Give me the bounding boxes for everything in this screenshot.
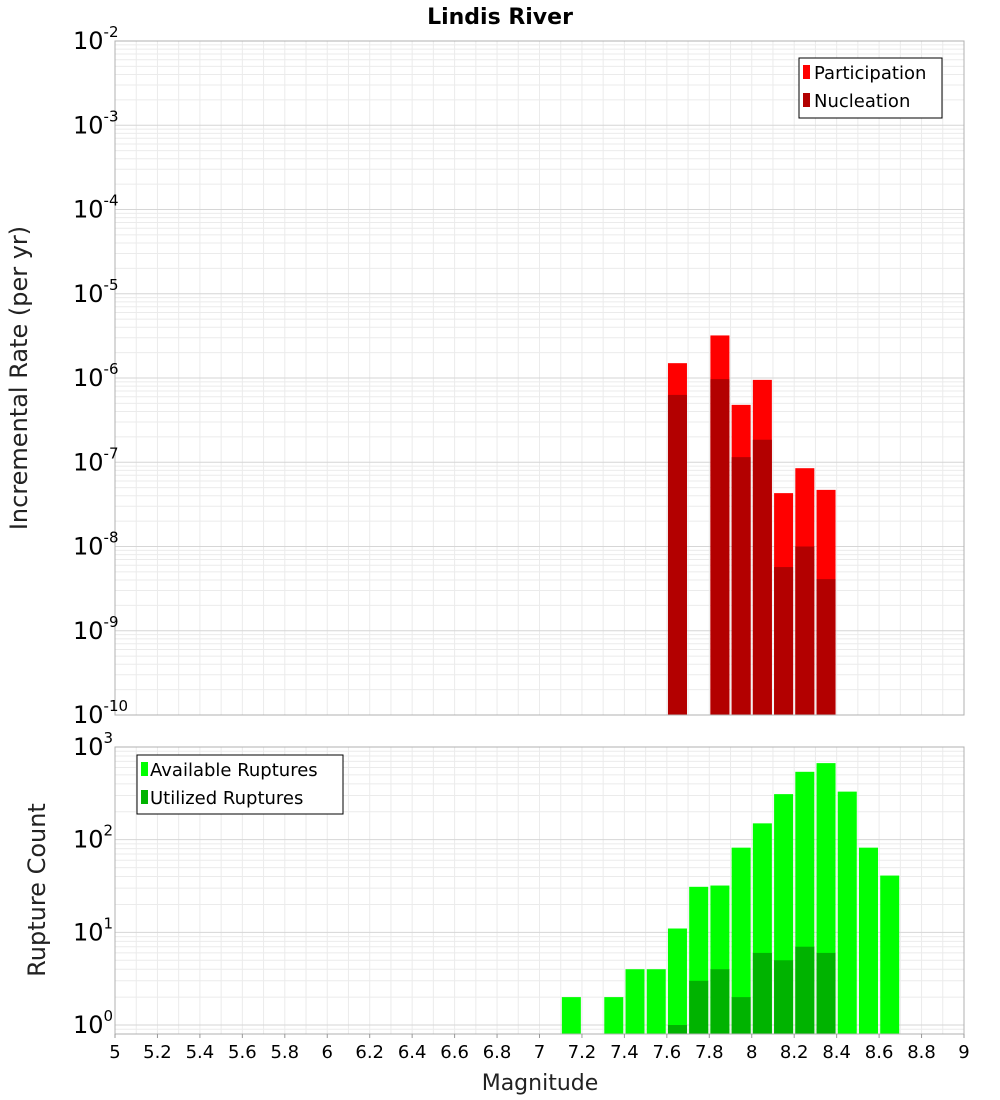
top-bar-nucleation — [816, 579, 836, 715]
y-tick-label: 100 — [73, 1007, 113, 1039]
top-bar-nucleation — [731, 457, 751, 715]
legend-swatch-utilized — [141, 790, 148, 804]
x-tick-label: 8.6 — [865, 1042, 894, 1063]
x-tick-label: 5.2 — [143, 1042, 172, 1063]
x-tick-label: 8.2 — [780, 1042, 809, 1063]
y-tick-label: 10-6 — [73, 360, 119, 392]
x-tick-label: 7.2 — [568, 1042, 597, 1063]
top-plot-bars — [667, 335, 836, 715]
y-tick-label: 10-8 — [73, 529, 119, 561]
bottom-bar-available-ruptures — [561, 997, 581, 1034]
bottom-bar-utilized-ruptures — [689, 980, 709, 1034]
bottom-bar-utilized-ruptures — [816, 952, 836, 1034]
x-tick-label: 5.4 — [186, 1042, 215, 1063]
bottom-bar-utilized-ruptures — [710, 969, 730, 1034]
x-tick-label: 8 — [746, 1042, 757, 1063]
top-bar-nucleation — [752, 439, 772, 715]
bottom-bar-available-ruptures — [667, 928, 687, 1034]
x-tick-label: 7 — [534, 1042, 545, 1063]
legend-swatch-nucleation — [803, 93, 810, 107]
bottom-legend: Available Ruptures Utilized Ruptures — [136, 754, 344, 815]
y-tick-label: 10-10 — [73, 697, 128, 729]
x-tick-label: 6.8 — [483, 1042, 512, 1063]
bottom-bar-available-ruptures — [604, 997, 624, 1034]
bottom-bar-available-ruptures — [646, 969, 666, 1034]
legend-label-utilized: Utilized Ruptures — [150, 788, 303, 809]
bottom-bar-available-ruptures — [837, 791, 857, 1034]
x-tick-label: 6 — [322, 1042, 333, 1063]
bottom-bar-available-ruptures — [858, 847, 878, 1034]
x-ticks: 5 5.2 5.4 5.6 5.8 6 6.2 6.4 6.6 6.8 7 7.2 7.4 7.6 7.8 8… — [109, 1034, 970, 1063]
x-tick-label: 9 — [958, 1042, 969, 1063]
x-tick-label: 6.6 — [440, 1042, 469, 1063]
chart-title: Lindis River — [427, 5, 573, 30]
x-tick-label: 7.8 — [695, 1042, 724, 1063]
bottom-plot: 100 101 102 103 5 5.2 5.4 5.6 5.8 6 6.2 6.4 6.6 6.8 7… — [23, 729, 970, 1096]
top-legend: Participation Nucleation — [798, 57, 943, 119]
top-bar-nucleation — [710, 379, 730, 715]
x-tick-label: 7.6 — [653, 1042, 682, 1063]
legend-swatch-participation — [803, 65, 810, 79]
x-tick-label: 8.8 — [907, 1042, 936, 1063]
bottom-bar-available-ruptures — [625, 969, 645, 1034]
top-y-axis-label: Incremental Rate (per yr) — [5, 226, 33, 530]
legend-label-participation: Participation — [814, 63, 926, 84]
bottom-plot-bars — [561, 763, 900, 1034]
x-tick-label: 5.6 — [228, 1042, 257, 1063]
top-plot-grid — [115, 41, 964, 715]
x-tick-label: 6.4 — [398, 1042, 427, 1063]
top-plot-frame — [114, 40, 965, 716]
top-bar-nucleation — [774, 567, 794, 715]
bottom-bar-available-ruptures — [880, 875, 900, 1034]
legend-label-nucleation: Nucleation — [814, 91, 910, 112]
x-axis-label: Magnitude — [482, 1071, 599, 1096]
bottom-bar-utilized-ruptures — [795, 946, 815, 1034]
top-bar-nucleation — [667, 394, 687, 715]
y-tick-label: 10-5 — [73, 276, 119, 308]
top-plot: 10-10 10-9 10-8 10-7 10-6 10-5 10-4 10-3 10-2 In… — [5, 23, 965, 729]
bottom-bar-available-ruptures — [731, 847, 751, 1034]
bottom-bar-utilized-ruptures — [774, 960, 794, 1034]
y-tick-label: 10-4 — [73, 192, 119, 224]
y-tick-label: 101 — [73, 914, 113, 946]
bottom-y-axis-label: Rupture Count — [23, 803, 51, 977]
top-y-ticks: 10-10 10-9 10-8 10-7 10-6 10-5 10-4 10-3 10-2 — [73, 23, 128, 729]
x-tick-label: 7.4 — [610, 1042, 639, 1063]
y-tick-label: 10-3 — [73, 107, 119, 139]
y-tick-label: 10-2 — [73, 23, 119, 55]
bottom-legend-box — [136, 754, 344, 815]
y-tick-label: 10-7 — [73, 444, 119, 476]
y-tick-label: 10-9 — [73, 613, 119, 645]
top-bar-nucleation — [795, 546, 815, 715]
y-tick-label: 103 — [73, 729, 113, 761]
bottom-bar-utilized-ruptures — [667, 1025, 687, 1034]
legend-label-available: Available Ruptures — [150, 760, 318, 781]
bottom-y-ticks: 100 101 102 103 — [73, 729, 113, 1039]
bottom-bar-utilized-ruptures — [752, 952, 772, 1034]
x-tick-label: 5 — [109, 1042, 120, 1063]
x-tick-label: 8.4 — [822, 1042, 851, 1063]
y-tick-label: 102 — [73, 822, 113, 854]
x-tick-label: 6.2 — [355, 1042, 384, 1063]
legend-swatch-available — [141, 762, 148, 776]
bottom-bar-utilized-ruptures — [731, 997, 751, 1034]
top-legend-box — [798, 57, 943, 119]
x-tick-label: 5.8 — [270, 1042, 299, 1063]
